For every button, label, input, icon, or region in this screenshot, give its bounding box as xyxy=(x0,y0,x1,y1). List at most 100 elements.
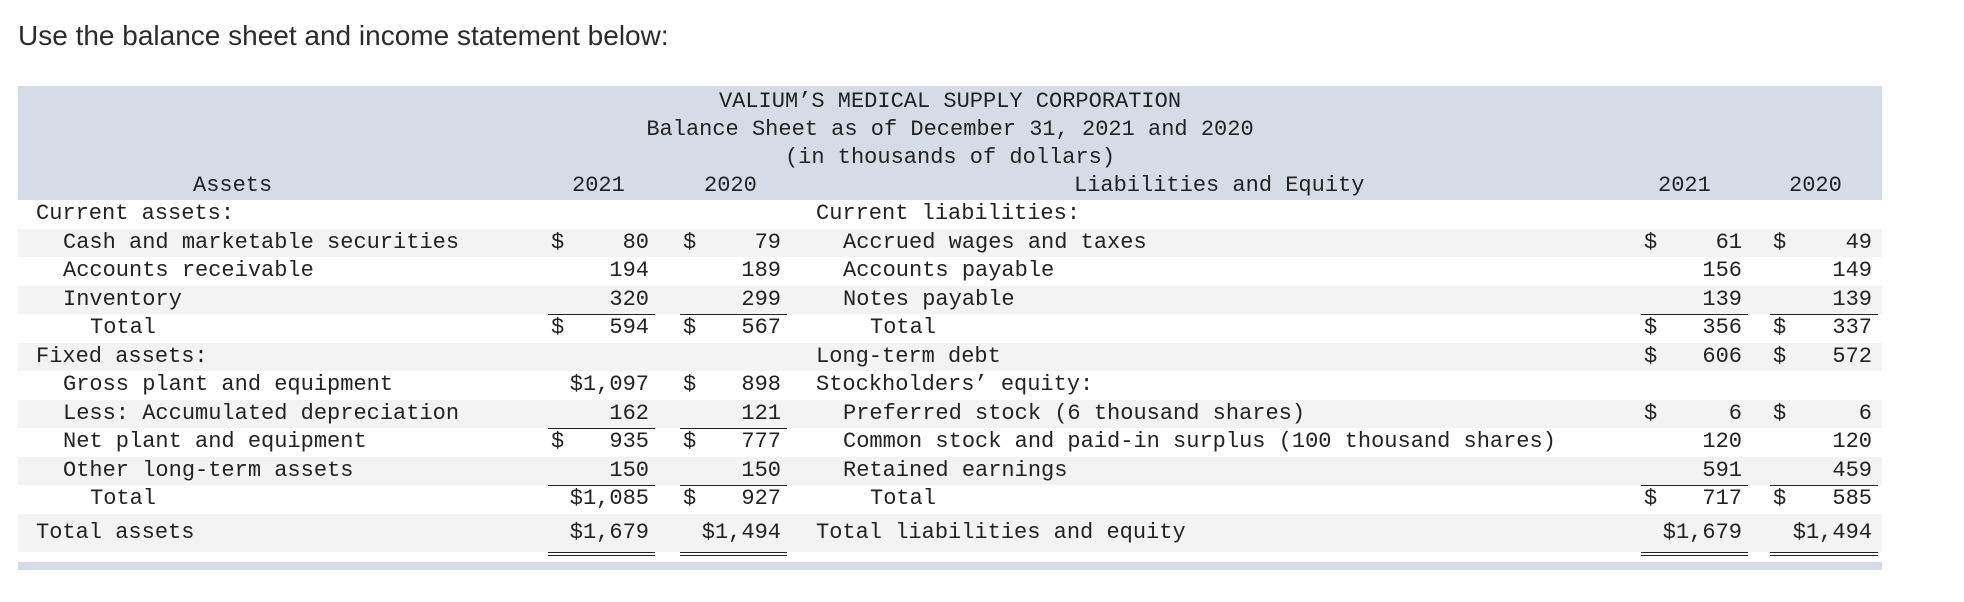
liability-2021-dollar-sign: $ xyxy=(1644,229,1658,255)
liability-label: Long-term debt xyxy=(816,343,1001,369)
liability-2020-value: 149 xyxy=(1832,258,1872,283)
statement-units: (in thousands of dollars) xyxy=(784,145,1116,170)
asset-2020-dollar-sign: $ xyxy=(683,315,697,340)
asset-label: Total assets xyxy=(36,519,195,545)
liability-2021-dollar-sign: $ xyxy=(1644,343,1658,369)
liability-2021-value: 591 xyxy=(1641,457,1748,486)
liability-label: Current liabilities: xyxy=(816,201,1081,226)
table-row: Cash and marketable securities $80 $79 Accr… xyxy=(18,228,1882,257)
table-bottom-bar xyxy=(18,561,1882,570)
liabilities-header: Liabilities and Equity xyxy=(1074,173,1365,198)
liability-2020-value: 49 xyxy=(1845,229,1872,255)
liability-2021-value: 6 xyxy=(1728,400,1742,426)
liability-2020-dollar-sign: $ xyxy=(1773,343,1787,369)
column-header-row: Assets 2021 2020 Liabilities and Equity … xyxy=(18,172,1882,200)
asset-2020-value: $1,494 xyxy=(680,514,787,556)
table-title-block: VALIUM’S MEDICAL SUPPLY CORPORATION Bala… xyxy=(18,86,1882,172)
asset-label: Accounts receivable xyxy=(63,258,314,283)
asset-2020-value: 79 xyxy=(754,229,781,255)
asset-2021-dollar-sign: $ xyxy=(551,429,565,454)
asset-2020-value: 777 xyxy=(741,429,781,454)
liability-2021-value: 717 xyxy=(1702,486,1742,511)
liability-label: Total xyxy=(870,486,937,511)
asset-2021-value: 935 xyxy=(609,429,649,454)
intro-text: Use the balance sheet and income stateme… xyxy=(18,20,669,51)
asset-2021-value: 80 xyxy=(622,229,649,255)
asset-label: Current assets: xyxy=(36,201,235,226)
table-row: Gross plant and equipment $1,097 $898 Stock… xyxy=(18,371,1882,400)
table-row: Total assets $1,679 $1,494 Total liabilitie… xyxy=(18,513,1882,556)
liability-2021-value: 156 xyxy=(1702,258,1742,283)
asset-2021-value: $1,085 xyxy=(569,486,649,511)
liability-label: Total liabilities and equity xyxy=(816,519,1186,545)
asset-label: Inventory xyxy=(63,286,182,312)
company-name: VALIUM’S MEDICAL SUPPLY CORPORATION xyxy=(718,89,1182,114)
asset-label: Net plant and equipment xyxy=(63,429,367,454)
liability-2021-value: 356 xyxy=(1702,315,1742,340)
asset-2021-value: 320 xyxy=(548,286,655,315)
liability-2020-value: 120 xyxy=(1832,429,1872,454)
asset-2020-dollar-sign: $ xyxy=(683,486,697,511)
table-row: Net plant and equipment $935 $777 Common st… xyxy=(18,428,1882,457)
asset-2020-value: 567 xyxy=(741,315,781,340)
table-row: Other long-term assets 150 150 Retained ear… xyxy=(18,456,1882,486)
table-row: Total $594 $567 Total $356 $337 xyxy=(18,314,1882,343)
liability-label: Total xyxy=(870,315,937,340)
liabilities-2021-header: 2021 xyxy=(1658,173,1711,198)
liability-label: Stockholders’ equity: xyxy=(816,372,1094,397)
asset-2020-dollar-sign: $ xyxy=(683,429,697,454)
table-row: Accounts receivable 194 189 Accounts payabl… xyxy=(18,257,1882,286)
liability-2021-value: 606 xyxy=(1702,343,1742,369)
asset-2021-value: $1,097 xyxy=(569,372,649,397)
liability-2020-value: 139 xyxy=(1770,286,1878,315)
liability-2021-dollar-sign: $ xyxy=(1644,315,1658,340)
table-row: Less: Accumulated depreciation 162 121 Pref… xyxy=(18,399,1882,429)
liability-label: Common stock and paid-in surplus (100 th… xyxy=(843,429,1556,454)
liability-2021-value: 139 xyxy=(1641,286,1748,315)
liability-2020-value: $1,494 xyxy=(1770,514,1878,556)
asset-2020-value: 150 xyxy=(680,457,787,486)
liability-2021-value: $1,679 xyxy=(1641,514,1748,556)
asset-label: Gross plant and equipment xyxy=(63,372,394,397)
assets-2021-header: 2021 xyxy=(572,173,625,198)
liability-label: Accounts payable xyxy=(843,258,1055,283)
liability-2020-dollar-sign: $ xyxy=(1773,315,1787,340)
table-row: Total $1,085 $927 Total $717 $585 xyxy=(18,485,1882,514)
asset-2020-value: 927 xyxy=(741,486,781,511)
liability-2021-value: 120 xyxy=(1702,429,1742,454)
liability-2021-dollar-sign: $ xyxy=(1644,486,1658,511)
liability-2021-value: 61 xyxy=(1715,229,1742,255)
liability-2020-dollar-sign: $ xyxy=(1773,486,1787,511)
liability-label: Retained earnings xyxy=(843,457,1068,483)
table-row: Current assets: Current liabilities: xyxy=(18,200,1882,229)
liability-2020-value: 6 xyxy=(1858,400,1872,426)
asset-2021-value: $1,679 xyxy=(548,514,655,556)
asset-2021-value: 194 xyxy=(609,258,649,283)
asset-2020-value: 189 xyxy=(741,258,781,283)
liability-label: Preferred stock (6 thousand shares) xyxy=(843,400,1306,426)
table-row: Inventory 320 299 Notes payable 139 139 xyxy=(18,285,1882,315)
asset-label: Total xyxy=(90,486,157,511)
asset-label: Total xyxy=(90,315,157,340)
asset-2020-dollar-sign: $ xyxy=(683,372,697,397)
liability-label: Notes payable xyxy=(843,286,1015,312)
liability-2020-value: 585 xyxy=(1832,486,1872,511)
asset-2020-dollar-sign: $ xyxy=(683,229,697,255)
liability-2020-value: 459 xyxy=(1770,457,1878,486)
statement-title: Balance Sheet as of December 31, 2021 an… xyxy=(646,117,1254,142)
asset-2021-dollar-sign: $ xyxy=(551,315,565,340)
table-row: Fixed assets: Long-term debt $606 $572 xyxy=(18,342,1882,371)
liability-2021-dollar-sign: $ xyxy=(1644,400,1658,426)
liability-label: Accrued wages and taxes xyxy=(843,229,1147,255)
asset-label: Cash and marketable securities xyxy=(63,229,460,255)
assets-header: Assets xyxy=(193,173,273,198)
balance-sheet-table: VALIUM’S MEDICAL SUPPLY CORPORATION Bala… xyxy=(18,86,1882,570)
asset-2021-value: 594 xyxy=(609,315,649,340)
asset-2021-value: 150 xyxy=(548,457,655,486)
liability-2020-value: 572 xyxy=(1832,343,1872,369)
asset-label: Fixed assets: xyxy=(36,343,208,369)
asset-2021-dollar-sign: $ xyxy=(551,229,565,255)
asset-label: Other long-term assets xyxy=(63,457,354,483)
asset-2020-value: 299 xyxy=(680,286,787,315)
asset-label: Less: Accumulated depreciation xyxy=(63,400,460,426)
